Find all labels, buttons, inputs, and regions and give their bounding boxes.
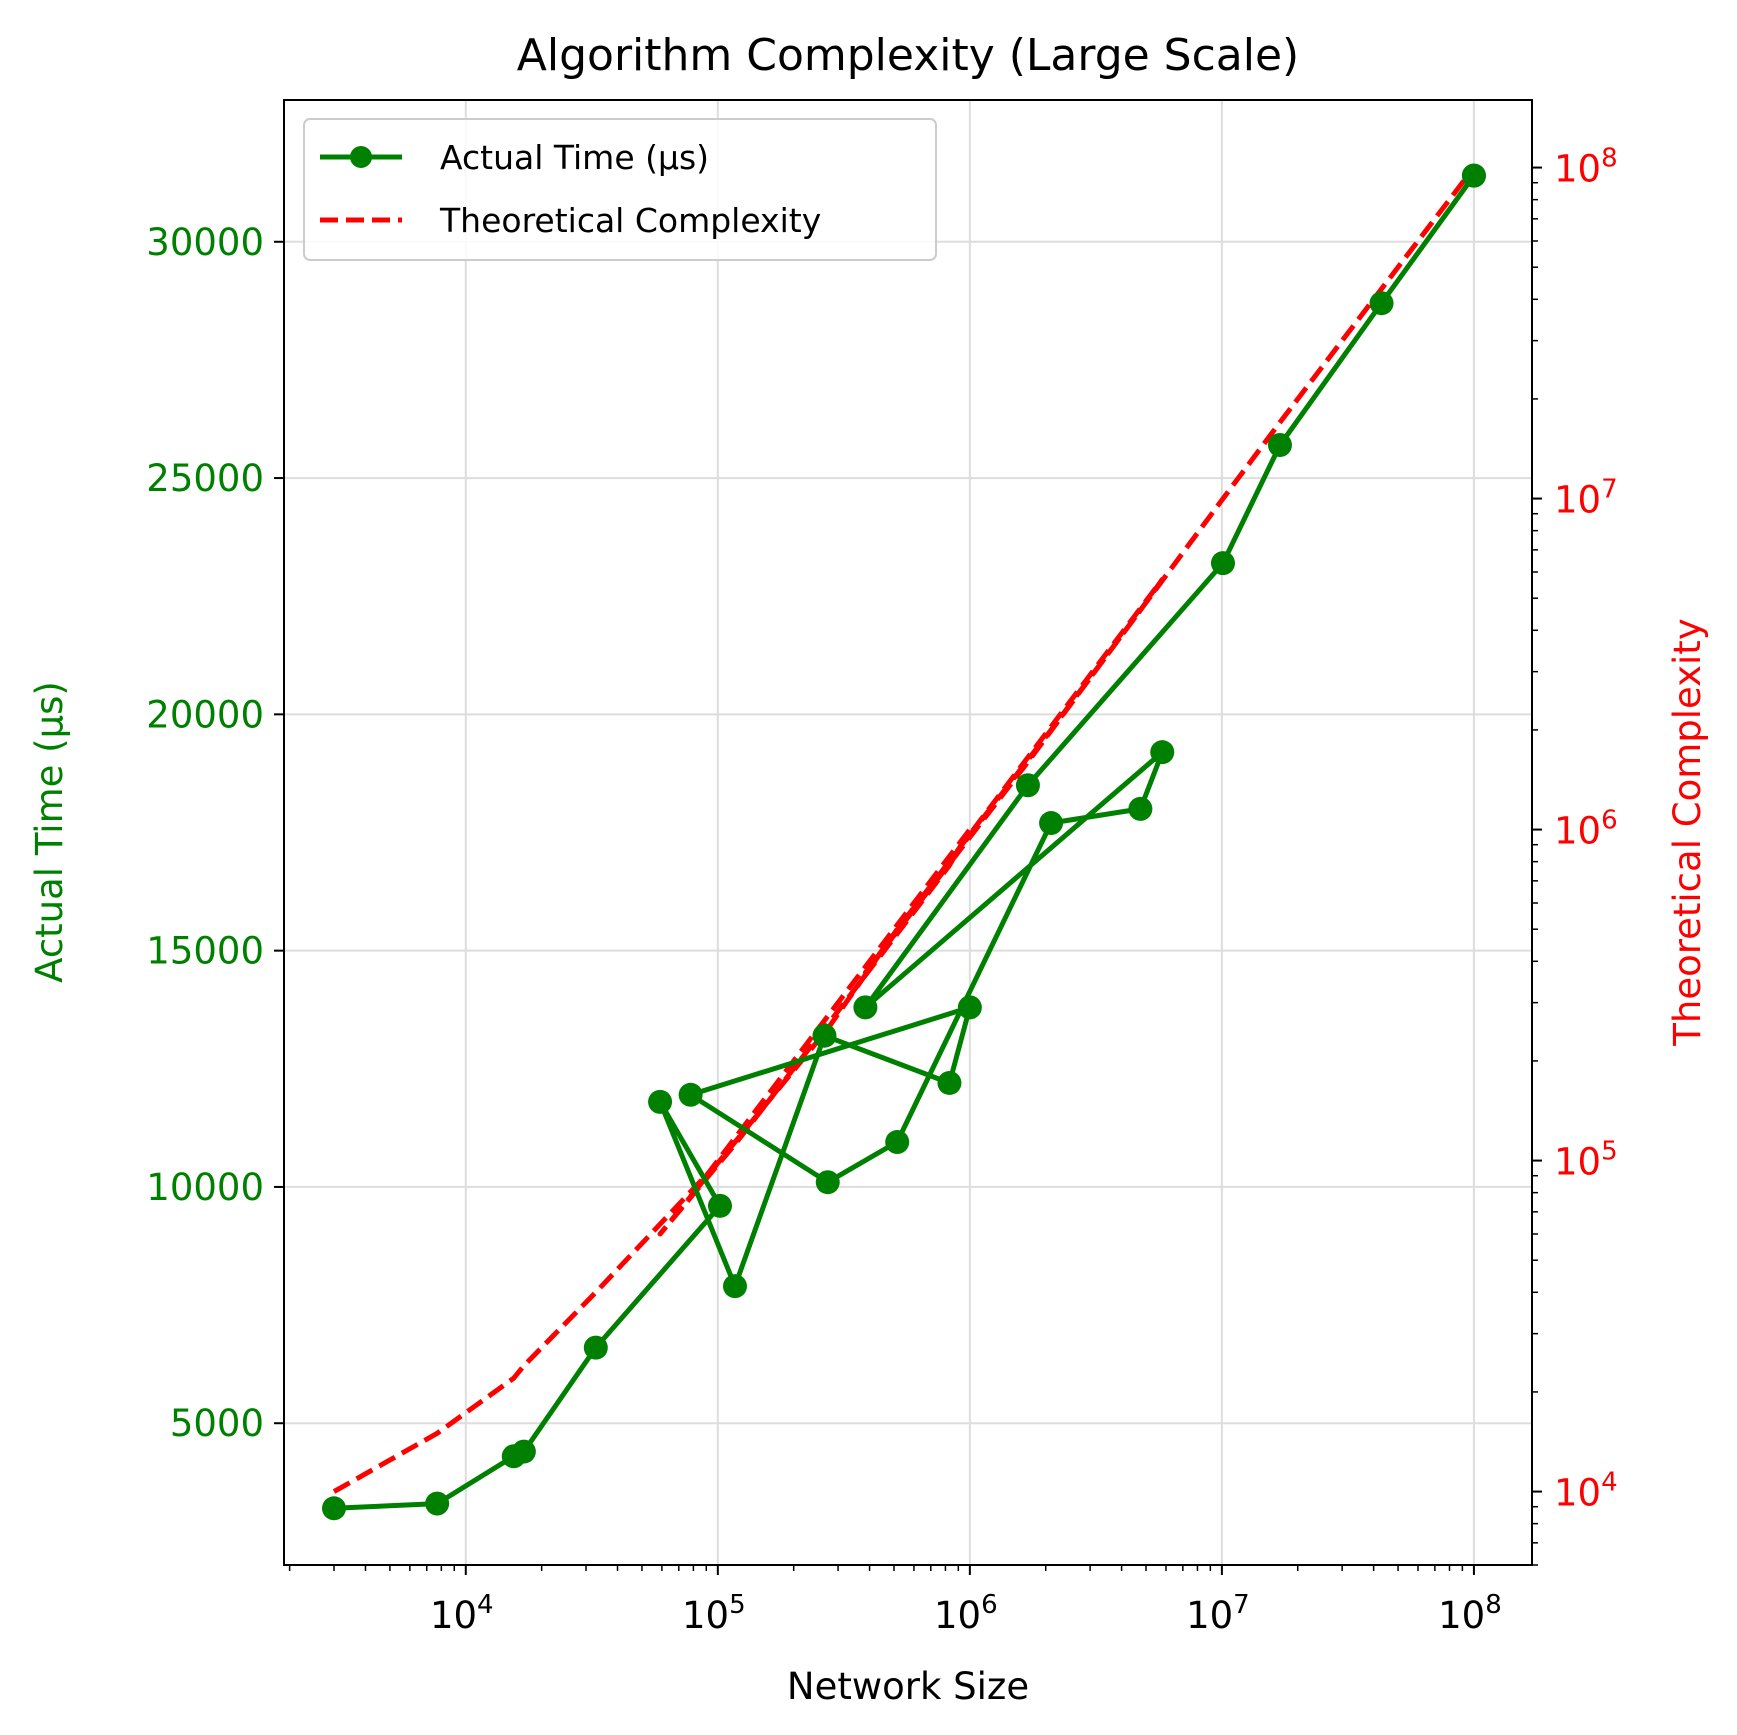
actual-time-point <box>937 1070 962 1095</box>
y-left-tick-label: 10000 <box>146 1166 264 1209</box>
x-tick-label: 107 <box>1186 1590 1250 1637</box>
actual-time-point <box>1128 796 1153 821</box>
actual-time-point <box>1369 291 1394 316</box>
y-right-tick-label-exponent: 6 <box>1601 806 1618 836</box>
y-right-tick-label: 108 <box>1554 144 1618 191</box>
x-tick-label-exponent: 8 <box>1485 1590 1502 1620</box>
x-tick-label-exponent: 4 <box>477 1590 494 1620</box>
series-layer <box>321 163 1486 1521</box>
y-right-tick-label-exponent: 5 <box>1601 1137 1618 1167</box>
actual-time-point <box>1039 811 1064 836</box>
axes: 104 105 106 107 1085000100001500020000250003… <box>146 144 1617 1637</box>
actual-time-point <box>1267 432 1292 457</box>
actual-time-point <box>321 1496 346 1521</box>
y-left-tick-label: 30000 <box>146 221 264 264</box>
legend-actual-label: Actual Time (µs) <box>440 138 709 177</box>
actual-time-point <box>1015 773 1040 798</box>
y-right-tick-label: 107 <box>1554 475 1618 522</box>
y-right-tick-label-exponent: 4 <box>1601 1468 1618 1498</box>
x-tick-label: 108 <box>1438 1590 1502 1637</box>
x-tick-label: 106 <box>934 1590 998 1637</box>
y-right-tick-label-base: 10 <box>1554 810 1601 853</box>
y-right-tick-label-base: 10 <box>1554 1141 1601 1184</box>
actual-time-point <box>853 995 878 1020</box>
y-left-tick-label: 15000 <box>146 930 264 973</box>
actual-time-point <box>722 1274 747 1299</box>
theoretical-line <box>332 166 1476 1494</box>
x-tick-label: 104 <box>430 1590 494 1637</box>
y-right-tick-label: 106 <box>1554 806 1618 853</box>
actual-time-point <box>812 1023 837 1048</box>
y-left-tick-label: 20000 <box>146 693 264 736</box>
legend-theoretical-label: Theoretical Complexity <box>439 201 821 240</box>
actual-time-point <box>678 1082 703 1107</box>
actual-time-point <box>1210 551 1235 576</box>
actual-time-point <box>707 1193 732 1218</box>
x-axis-label: Network Size <box>787 1665 1029 1708</box>
y-left-tick-label: 25000 <box>146 457 264 500</box>
y-right-tick-label-exponent: 8 <box>1601 144 1618 174</box>
plot-frame <box>283 99 1533 1566</box>
legend: Actual Time (µs) Theoretical Complexity <box>303 118 937 261</box>
legend-box <box>303 118 937 261</box>
y-right-tick-label-exponent: 7 <box>1601 475 1618 505</box>
actual-time-point <box>815 1170 840 1195</box>
chart-title: Algorithm Complexity (Large Scale) <box>517 30 1299 81</box>
x-tick-label: 105 <box>682 1590 746 1637</box>
x-tick-label-exponent: 7 <box>1233 1590 1250 1620</box>
actual-time-point <box>425 1491 450 1516</box>
x-tick-label-exponent: 5 <box>729 1590 746 1620</box>
x-tick-label-base: 10 <box>682 1594 729 1637</box>
y-right-tick-label-base: 10 <box>1554 1472 1601 1515</box>
actual-time-point <box>648 1089 673 1114</box>
x-tick-label-base: 10 <box>934 1594 981 1637</box>
x-tick-label-base: 10 <box>1438 1594 1485 1637</box>
legend-actual-marker <box>350 146 372 168</box>
actual-time-point <box>1461 163 1486 188</box>
actual-time-point <box>511 1439 536 1464</box>
y-right-tick-label: 104 <box>1554 1468 1618 1515</box>
y-left-tick-label: 5000 <box>170 1402 264 1445</box>
x-tick-label-base: 10 <box>430 1594 477 1637</box>
actual-time-point <box>885 1130 910 1155</box>
y-axis-left-label: Actual Time (µs) <box>28 681 71 983</box>
actual-time-point <box>1150 740 1175 765</box>
y-right-tick-label: 105 <box>1554 1137 1618 1184</box>
actual-time-point <box>957 995 982 1020</box>
x-tick-label-exponent: 6 <box>981 1590 998 1620</box>
actual-time-point <box>583 1335 608 1360</box>
y-right-tick-label-base: 10 <box>1554 148 1601 191</box>
y-right-tick-label-base: 10 <box>1554 479 1601 522</box>
x-tick-label-base: 10 <box>1186 1594 1233 1637</box>
y-axis-right-label: Theoretical Complexity <box>1666 618 1709 1046</box>
